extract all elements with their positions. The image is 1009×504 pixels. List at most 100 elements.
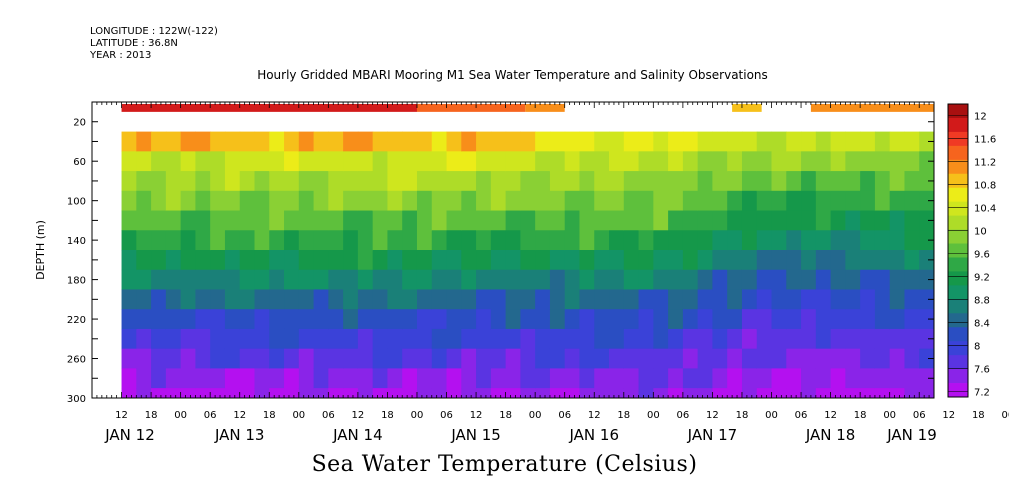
heatmap-cell bbox=[653, 289, 669, 310]
heatmap-cell bbox=[136, 289, 152, 310]
heatmap-cell bbox=[904, 131, 920, 152]
heatmap-cell bbox=[476, 190, 492, 212]
heatmap-cell bbox=[476, 328, 492, 350]
heatmap-cell bbox=[594, 269, 610, 291]
heatmap-cell bbox=[638, 309, 654, 330]
heatmap-cell bbox=[298, 151, 315, 172]
heatmap-cell bbox=[476, 348, 492, 369]
heatmap-cell bbox=[461, 250, 477, 271]
heatmap-cell bbox=[712, 368, 728, 389]
heatmap-cell bbox=[712, 328, 728, 350]
heatmap-cell bbox=[889, 328, 906, 350]
heatmap-cell bbox=[860, 309, 876, 330]
colorbar-label: 7.6 bbox=[974, 364, 990, 375]
heatmap-cell bbox=[298, 171, 315, 192]
heatmap-cell bbox=[697, 210, 714, 231]
heatmap-cell bbox=[121, 328, 137, 350]
heatmap-cell bbox=[623, 131, 640, 152]
heatmap-cell bbox=[830, 328, 846, 350]
heatmap-cell bbox=[446, 190, 462, 212]
heatmap-cell bbox=[549, 171, 566, 192]
heatmap-cell bbox=[727, 131, 743, 152]
heatmap-cell bbox=[416, 309, 433, 330]
heatmap-cell bbox=[668, 210, 684, 231]
heatmap-cell bbox=[579, 151, 595, 172]
heatmap-cell bbox=[845, 348, 861, 369]
heatmap-cell bbox=[771, 171, 787, 192]
x-hour-label: 00 bbox=[647, 410, 660, 421]
heatmap-cell bbox=[416, 131, 433, 152]
heatmap-cell bbox=[815, 328, 832, 350]
heatmap-cell bbox=[224, 269, 241, 291]
heatmap-cell bbox=[402, 388, 418, 398]
colorbar-swatch bbox=[948, 369, 968, 384]
heatmap-cell bbox=[874, 328, 891, 350]
heatmap-cell bbox=[239, 388, 256, 398]
heatmap-cell bbox=[239, 289, 256, 310]
heatmap-cell bbox=[682, 250, 699, 271]
heatmap-cell bbox=[151, 289, 167, 310]
heatmap-cell bbox=[594, 151, 610, 172]
heatmap-cell bbox=[579, 328, 595, 350]
heatmap-cell bbox=[490, 309, 507, 330]
heatmap-cell bbox=[402, 289, 418, 310]
heatmap-cell bbox=[210, 131, 226, 152]
heatmap-cell bbox=[461, 388, 477, 398]
surface-segment-5 bbox=[810, 103, 934, 112]
colorbar-swatch bbox=[948, 383, 968, 398]
heatmap-cell bbox=[431, 309, 448, 330]
heatmap-cell bbox=[860, 210, 876, 231]
heatmap-cell bbox=[284, 250, 300, 271]
heatmap-cell bbox=[712, 190, 728, 212]
heatmap-cell bbox=[727, 190, 743, 212]
heatmap-cell bbox=[476, 250, 492, 271]
heatmap-cell bbox=[431, 388, 448, 398]
heatmap-cell bbox=[343, 210, 359, 231]
heatmap-cell bbox=[357, 269, 374, 291]
heatmap-cell bbox=[682, 131, 699, 152]
heatmap-cell bbox=[151, 250, 167, 271]
heatmap-cell bbox=[845, 190, 861, 212]
heatmap-cell bbox=[564, 328, 581, 350]
heatmap-cell bbox=[845, 151, 861, 172]
heatmap-cell bbox=[668, 171, 684, 192]
heatmap-cell bbox=[609, 171, 625, 192]
heatmap-cell bbox=[505, 190, 521, 212]
heatmap-cell bbox=[845, 250, 861, 271]
heatmap-cell bbox=[653, 328, 669, 350]
heatmap-cell bbox=[549, 388, 566, 398]
heatmap-cell bbox=[121, 190, 137, 212]
heatmap-cell bbox=[284, 230, 300, 251]
x-hour-label: 18 bbox=[381, 410, 394, 421]
heatmap-cell bbox=[771, 328, 787, 350]
heatmap-cell bbox=[756, 230, 773, 251]
heatmap-cell bbox=[165, 328, 182, 350]
heatmap-cell bbox=[313, 151, 329, 172]
heatmap-cell bbox=[594, 171, 610, 192]
heatmap-cell bbox=[284, 309, 300, 330]
heatmap-cell bbox=[682, 151, 699, 172]
heatmap-cell bbox=[372, 131, 389, 152]
heatmap-cell bbox=[195, 190, 211, 212]
heatmap-cell bbox=[786, 250, 802, 271]
heatmap-cell bbox=[402, 210, 418, 231]
heatmap-cell bbox=[416, 289, 433, 310]
heatmap-cell bbox=[535, 328, 551, 350]
heatmap-cell bbox=[328, 250, 344, 271]
x-day-label: JAN 18 bbox=[805, 426, 856, 444]
heatmap-cell bbox=[284, 190, 300, 212]
heatmap-cell bbox=[136, 151, 152, 172]
heatmap-cell bbox=[490, 171, 507, 192]
heatmap-cell bbox=[490, 210, 507, 231]
heatmap-cell bbox=[520, 368, 536, 389]
heatmap-cell bbox=[741, 151, 758, 172]
heatmap-cell bbox=[239, 348, 256, 369]
heatmap-cell bbox=[815, 250, 832, 271]
heatmap-cell bbox=[151, 309, 167, 330]
x-hour-label: 06 bbox=[677, 410, 690, 421]
x-hour-label: 12 bbox=[588, 410, 601, 421]
heatmap-cell bbox=[461, 210, 477, 231]
heatmap-cell bbox=[505, 309, 521, 330]
colorbar-label: 11.6 bbox=[974, 134, 996, 145]
heatmap-cell bbox=[239, 230, 256, 251]
